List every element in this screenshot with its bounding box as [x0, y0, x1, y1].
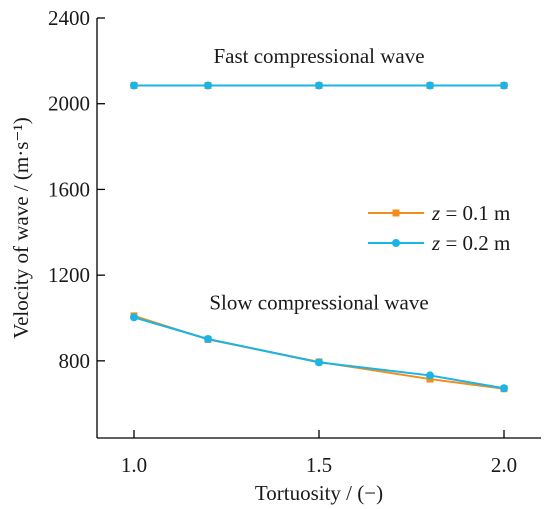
y-tick-label: 1600 — [48, 177, 90, 201]
y-tick-label: 2400 — [48, 6, 90, 30]
annotation-fast-wave: Fast compressional wave — [213, 44, 424, 68]
series-2-point — [500, 81, 508, 90]
y-tick-label: 800 — [59, 349, 91, 373]
x-tick-label: 2.0 — [491, 453, 517, 477]
series-2-point — [204, 81, 212, 90]
plot-lines — [130, 81, 508, 393]
series-2-point — [130, 313, 138, 322]
y-tick-label: 1200 — [48, 263, 90, 287]
legend-marker — [392, 209, 400, 217]
series-2-point — [315, 358, 323, 367]
series-2-point — [204, 335, 212, 343]
ticks: 800 1200 1600 2000 2400 1.0 1.5 2.0 — [48, 6, 517, 477]
series-2-point — [500, 384, 508, 393]
series-2-point — [426, 81, 434, 90]
x-tick-label: 1.5 — [306, 453, 332, 477]
series-2-line-slow — [133, 316, 505, 390]
series-2 — [130, 81, 508, 393]
legend-label: z = 0.2 m — [431, 231, 510, 255]
y-tick-label: 2000 — [48, 92, 90, 116]
x-tick-label: 1.0 — [121, 453, 147, 477]
legend-marker — [392, 239, 400, 247]
axes — [96, 18, 541, 439]
y-axis-label: Velocity of wave / (m·s⁻¹) — [9, 117, 33, 338]
series-2-point — [315, 81, 323, 90]
series-2-point — [426, 371, 434, 380]
x-axis-label: Tortuosity / (−) — [255, 481, 383, 505]
legend: z = 0.1 m z = 0.2 m — [368, 201, 510, 255]
annotation-slow-wave: Slow compressional wave — [209, 290, 428, 314]
legend-label: z = 0.1 m — [431, 201, 510, 225]
series-2-point — [130, 81, 138, 90]
